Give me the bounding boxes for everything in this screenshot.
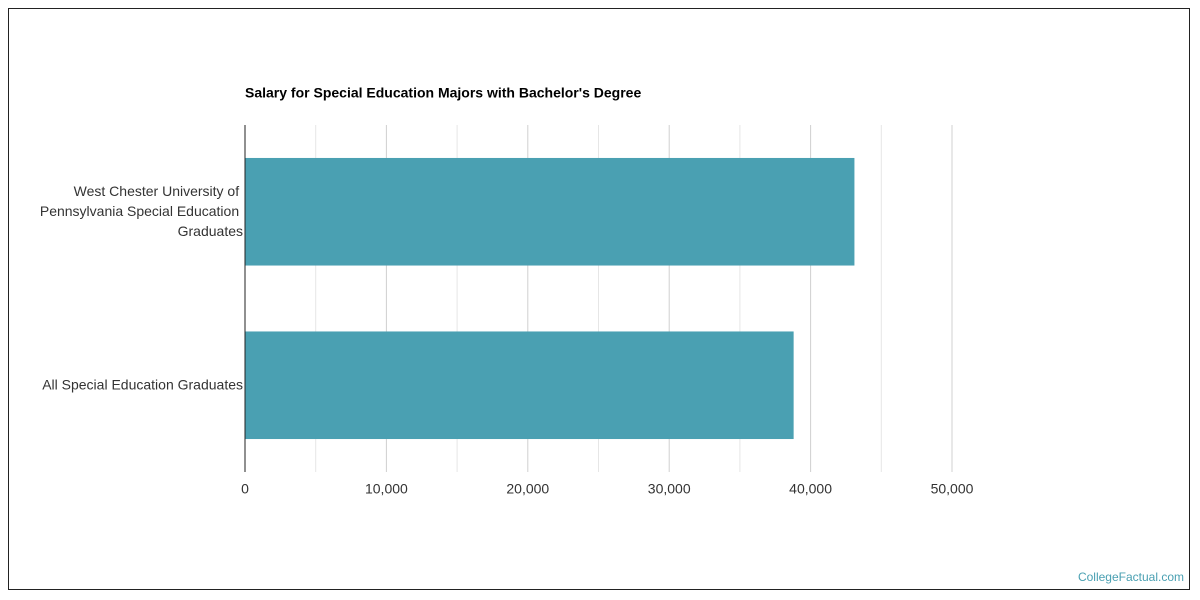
x-tick-label: 10,000: [365, 481, 408, 497]
x-tick-label: 40,000: [789, 481, 832, 497]
y-tick-label: All Special Education Graduates: [42, 376, 243, 392]
y-tick-label: West Chester University of Pennsylvania …: [40, 182, 243, 238]
x-tick-label: 0: [241, 481, 249, 497]
chart-title: Salary for Special Education Majors with…: [245, 85, 641, 101]
bar: [245, 331, 794, 440]
bar: [245, 157, 855, 266]
x-tick-label: 30,000: [648, 481, 691, 497]
x-tick-label: 50,000: [931, 481, 974, 497]
source-link[interactable]: CollegeFactual.com: [1078, 570, 1184, 584]
x-tick-label: 20,000: [506, 481, 549, 497]
